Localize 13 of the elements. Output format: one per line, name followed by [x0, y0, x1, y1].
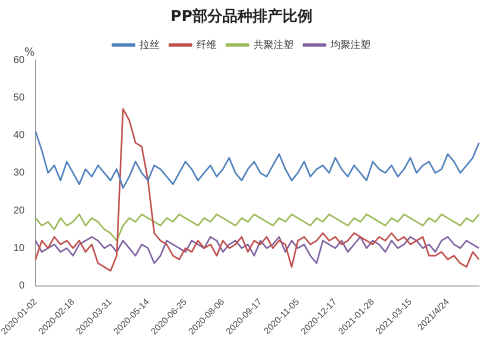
y-tick-label: 0 — [18, 280, 25, 292]
legend-label: 均聚注塑 — [330, 38, 370, 51]
y-tick-label: 20 — [13, 205, 25, 216]
legend-label: 共聚注塑 — [254, 38, 294, 51]
y-tick-label: 60 — [13, 54, 25, 66]
y-axis-title: % — [24, 45, 35, 58]
y-tick-label: 10 — [13, 242, 25, 254]
y-tick-label: 50 — [13, 92, 25, 104]
y-tick-label: 40 — [13, 130, 25, 142]
legend-label: 拉丝 — [140, 38, 160, 51]
chart-title: PP部分品种排产比例 — [170, 6, 312, 25]
y-tick-label: 30 — [13, 168, 25, 179]
legend-label: 纤维 — [196, 38, 216, 51]
